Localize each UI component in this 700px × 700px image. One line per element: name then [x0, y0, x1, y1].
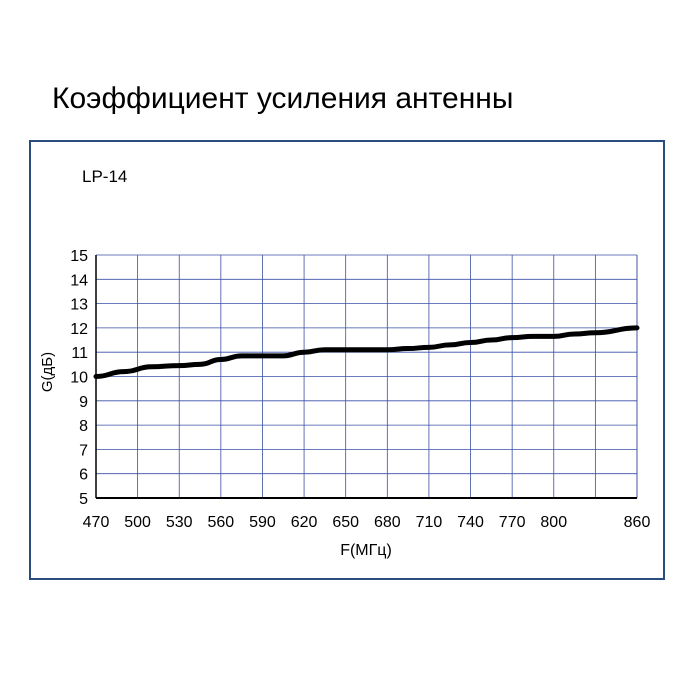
chart-frame	[29, 140, 665, 580]
x-tick-label: 560	[207, 514, 234, 531]
y-tick-label: 11	[71, 345, 88, 362]
x-axis-label: F(МГц)	[340, 542, 392, 559]
y-tick-label: 14	[70, 272, 88, 289]
gain-line	[93, 325, 640, 379]
grid	[95, 254, 638, 499]
y-axis-label: G(дБ)	[39, 352, 56, 392]
y-tick-label: 13	[70, 297, 88, 314]
tick-labels: 470 500 530 560 590 620 650 680 710 740 770 800 8605…	[70, 248, 650, 531]
y-tick-label: 5	[79, 491, 88, 508]
series	[93, 325, 640, 379]
y-tick-label: 12	[70, 321, 88, 338]
x-tick-label: 650	[332, 514, 359, 531]
model-label: LP-14	[82, 167, 128, 186]
y-tick-label: 6	[79, 467, 88, 484]
page-title: Коэффициент усиления антенны	[52, 82, 514, 115]
x-tick-label: 590	[249, 514, 276, 531]
x-tick-label: 770	[499, 514, 526, 531]
y-tick-label: 7	[79, 442, 88, 459]
x-tick-label: 470	[83, 514, 110, 531]
x-tick-label: 500	[124, 514, 151, 531]
x-tick-label: 680	[374, 514, 401, 531]
x-tick-label: 740	[457, 514, 484, 531]
x-tick-label: 860	[624, 514, 651, 531]
y-tick-label: 9	[79, 394, 88, 411]
y-tick-label: 10	[70, 370, 88, 387]
y-tick-label: 8	[79, 418, 88, 435]
x-tick-label: 800	[540, 514, 567, 531]
y-tick-label: 15	[70, 248, 88, 265]
x-tick-label: 620	[291, 514, 318, 531]
x-tick-label: 710	[416, 514, 443, 531]
x-tick-label: 530	[166, 514, 193, 531]
